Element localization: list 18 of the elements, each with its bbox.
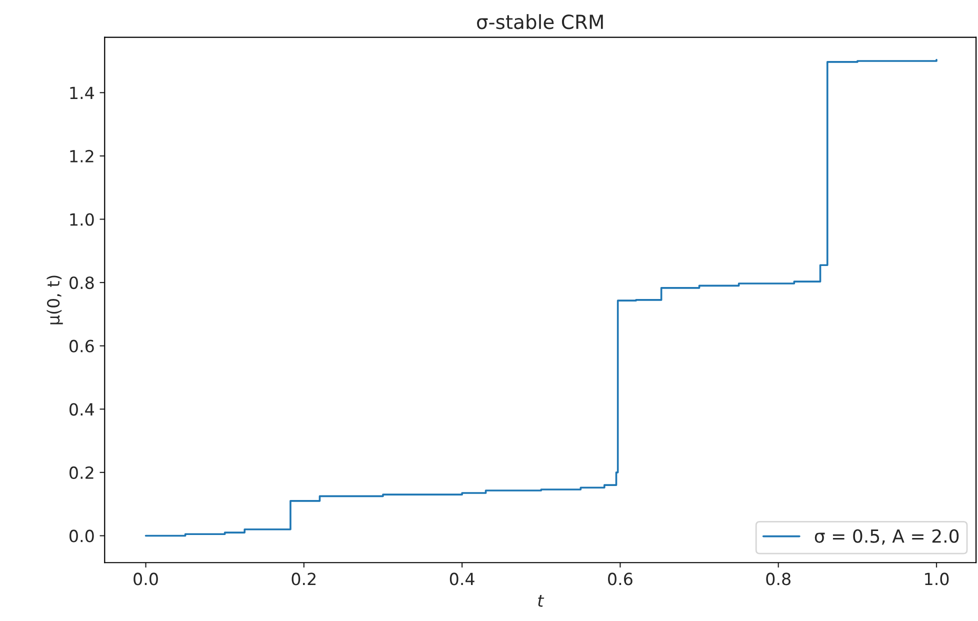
y-tick-label: 0.0 bbox=[70, 530, 94, 542]
x-axis-title: t bbox=[538, 594, 544, 607]
x-tick-label: 0.2 bbox=[292, 572, 316, 586]
y-axis-title: μ(0, t) bbox=[46, 276, 63, 324]
x-tick-label: 1.0 bbox=[925, 572, 949, 586]
x-tick-label: 0.0 bbox=[134, 572, 158, 586]
legend-label: σ = 0.5, A = 2.0 bbox=[814, 529, 959, 545]
x-tick-label: 0.8 bbox=[766, 572, 790, 586]
chart-title: σ-stable CRM bbox=[477, 14, 603, 30]
x-tick-label: 0.4 bbox=[450, 572, 474, 586]
y-tick-label: 0.4 bbox=[70, 403, 94, 416]
y-tick-label: 1.0 bbox=[70, 213, 94, 226]
y-tick-label: 0.6 bbox=[70, 340, 94, 352]
y-tick-label: 0.8 bbox=[70, 276, 94, 290]
y-tick-label: 1.2 bbox=[70, 150, 94, 162]
y-tick-label: 0.2 bbox=[70, 466, 94, 479]
y-tick-label: 1.4 bbox=[70, 86, 94, 99]
x-tick-label: 0.6 bbox=[608, 572, 632, 586]
